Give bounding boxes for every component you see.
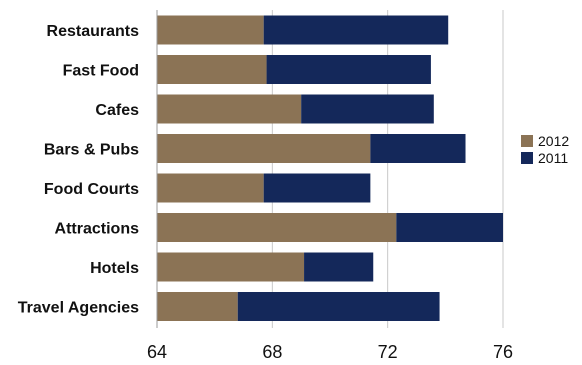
bar-2011-4 — [263, 173, 371, 203]
legend-label: 2012 — [538, 133, 569, 149]
bar-2012-2 — [157, 94, 302, 124]
bar-2012-4 — [157, 173, 264, 203]
bar-2011-5 — [396, 213, 503, 242]
bar-2011-0 — [263, 15, 449, 45]
legend-swatch-2012 — [521, 135, 533, 147]
legend-label: 2011 — [538, 150, 568, 166]
category-label: Hotels — [90, 260, 139, 277]
category-label: Travel Agencies — [18, 300, 139, 317]
category-label: Attractions — [55, 221, 140, 238]
x-tick-label: 76 — [493, 342, 513, 362]
bar-2011-2 — [301, 94, 434, 124]
category-label: Food Courts — [44, 181, 139, 198]
x-tick-label: 72 — [378, 342, 398, 362]
x-tick-label: 64 — [147, 342, 167, 362]
legend-swatch-2011 — [521, 152, 533, 164]
bar-2011-3 — [370, 134, 466, 163]
bar-2011-7 — [237, 292, 440, 321]
category-label: Bars & Pubs — [44, 142, 139, 159]
category-label: Restaurants — [47, 23, 140, 40]
bar-2011-6 — [304, 252, 374, 282]
bar-2011-1 — [266, 55, 431, 84]
category-label: Cafes — [95, 102, 139, 119]
category-label: Fast Food — [63, 63, 139, 80]
bar-2012-6 — [157, 252, 305, 282]
x-tick-label: 68 — [262, 342, 282, 362]
bar-2012-0 — [157, 15, 264, 45]
bar-2012-3 — [157, 134, 371, 163]
bar-2012-1 — [157, 55, 267, 84]
bar-2012-7 — [157, 292, 238, 321]
bar-2012-5 — [157, 213, 397, 242]
